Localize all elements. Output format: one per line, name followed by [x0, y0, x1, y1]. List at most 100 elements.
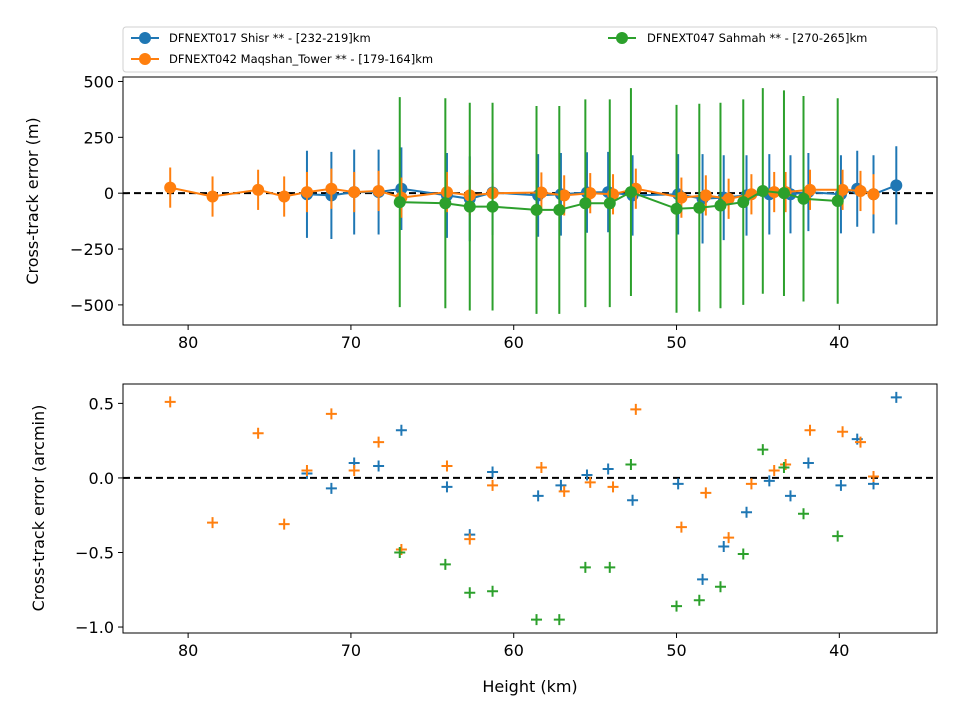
plus-marker-maqshan — [441, 460, 453, 472]
data-point-maqshan — [348, 186, 361, 199]
plus-marker-maqshan — [804, 424, 816, 436]
plus-marker-maqshan — [164, 396, 176, 408]
plus-marker-shisr — [627, 494, 639, 506]
plus-marker-maqshan — [464, 533, 476, 545]
plus-marker-sahmah — [531, 614, 543, 626]
data-point-sahmah — [737, 196, 750, 209]
plus-marker-shisr — [835, 479, 847, 491]
data-point-maqshan — [745, 188, 758, 201]
data-point-maqshan — [584, 187, 597, 200]
top-y-axis-label: Cross-track error (m) — [23, 117, 42, 284]
plus-marker-shisr — [890, 391, 902, 403]
bottom-y-tick-label: 0.0 — [89, 469, 114, 488]
plus-marker-shisr — [581, 469, 593, 481]
plus-marker-sahmah — [798, 508, 810, 520]
bottom-x-tick-label: 80 — [178, 641, 198, 660]
plus-marker-shisr — [741, 506, 753, 518]
plus-marker-maqshan — [252, 427, 264, 439]
data-point-maqshan — [836, 183, 849, 196]
plus-marker-shisr — [325, 482, 337, 494]
data-point-maqshan — [675, 191, 688, 204]
bottom-x-tick-label: 50 — [666, 641, 686, 660]
bottom-axes: 80 70 60 50 40 0.5 0.0 −0.5 −1.0 Cross-track err… — [29, 383, 938, 696]
top-x-tick-label: 50 — [666, 333, 686, 352]
plus-marker-maqshan — [558, 485, 570, 497]
top-plot-area — [123, 88, 937, 314]
data-point-sahmah — [579, 197, 592, 210]
plus-marker-sahmah — [693, 594, 705, 606]
plus-marker-maqshan — [675, 521, 687, 533]
legend-marker-maqshan — [139, 53, 151, 65]
data-point-sahmah — [831, 195, 844, 207]
top-y-tick-label: 0 — [104, 184, 114, 203]
data-point-sahmah — [624, 186, 637, 199]
plus-marker-sahmah — [714, 581, 726, 593]
plus-marker-maqshan — [868, 470, 880, 482]
top-y-tick-label: −250 — [70, 240, 114, 259]
plus-marker-shisr — [532, 490, 544, 502]
data-point-sahmah — [486, 200, 499, 213]
plus-marker-shisr — [763, 475, 775, 487]
plus-marker-shisr — [672, 478, 684, 490]
plus-marker-maqshan — [700, 487, 712, 499]
legend-label-maqshan: DFNEXT042 Maqshan_Tower ** - [179-164]km — [169, 52, 433, 66]
data-point-maqshan — [164, 181, 177, 194]
data-point-sahmah — [603, 197, 616, 210]
legend-marker-sahmah — [616, 32, 628, 44]
plus-marker-sahmah — [625, 459, 637, 471]
data-point-sahmah — [670, 202, 683, 215]
data-point-sahmah — [393, 196, 406, 209]
data-point-sahmah — [714, 199, 727, 212]
plus-marker-sahmah — [604, 561, 616, 573]
bottom-x-tick-label: 60 — [504, 641, 524, 660]
plus-marker-maqshan — [535, 461, 547, 473]
plus-marker-shisr — [373, 460, 385, 472]
data-point-sahmah — [553, 203, 566, 216]
plus-marker-maqshan — [723, 532, 735, 544]
plus-marker-sahmah — [737, 548, 749, 560]
data-point-maqshan — [699, 189, 712, 202]
top-axes-frame — [122, 76, 938, 326]
scatter-series-sahmah — [394, 444, 844, 626]
legend-label-shisr: DFNEXT017 Shisr ** - [232-219]km — [169, 31, 371, 45]
plus-marker-shisr — [718, 541, 730, 553]
top-y-tick-label: 500 — [83, 72, 114, 91]
data-point-maqshan — [300, 186, 313, 199]
plus-marker-sahmah — [579, 561, 591, 573]
data-point-sahmah — [797, 192, 810, 205]
plus-marker-shisr — [784, 490, 796, 502]
data-point-sahmah — [777, 187, 790, 200]
plus-marker-maqshan — [373, 436, 385, 448]
data-point-sahmah — [439, 197, 452, 210]
plus-marker-maqshan — [348, 464, 360, 476]
plus-marker-maqshan — [487, 479, 499, 491]
plus-marker-sahmah — [671, 600, 683, 612]
scatter-series-maqshan — [164, 396, 880, 556]
data-point-maqshan — [535, 186, 548, 199]
plus-marker-shisr — [602, 463, 614, 475]
data-point-sahmah — [756, 184, 769, 197]
legend-label-sahmah: DFNEXT047 Sahmah ** - [270-265]km — [647, 31, 867, 45]
plus-marker-maqshan — [854, 436, 866, 448]
plus-marker-shisr — [697, 573, 709, 585]
legend-entry-maqshan: DFNEXT042 Maqshan_Tower ** - [179-164]km — [131, 52, 433, 66]
data-point-maqshan — [867, 188, 880, 201]
top-y-tick-label: 250 — [83, 128, 114, 147]
plus-marker-sahmah — [487, 585, 499, 597]
bottom-y-tick-label: −1.0 — [75, 618, 114, 637]
plus-marker-sahmah — [757, 444, 769, 456]
plus-marker-sahmah — [778, 461, 790, 473]
plus-marker-maqshan — [837, 426, 849, 438]
plus-marker-shisr — [555, 479, 567, 491]
bottom-axes-frame — [122, 383, 938, 634]
plus-marker-sahmah — [553, 614, 565, 626]
top-x-tick-label: 70 — [341, 333, 361, 352]
plus-marker-maqshan — [745, 478, 757, 490]
data-point-sahmah — [530, 203, 543, 216]
legend-marker-shisr — [139, 32, 151, 44]
plus-marker-sahmah — [832, 530, 844, 542]
data-point-maqshan — [325, 182, 338, 195]
data-point-sahmah — [463, 200, 476, 213]
